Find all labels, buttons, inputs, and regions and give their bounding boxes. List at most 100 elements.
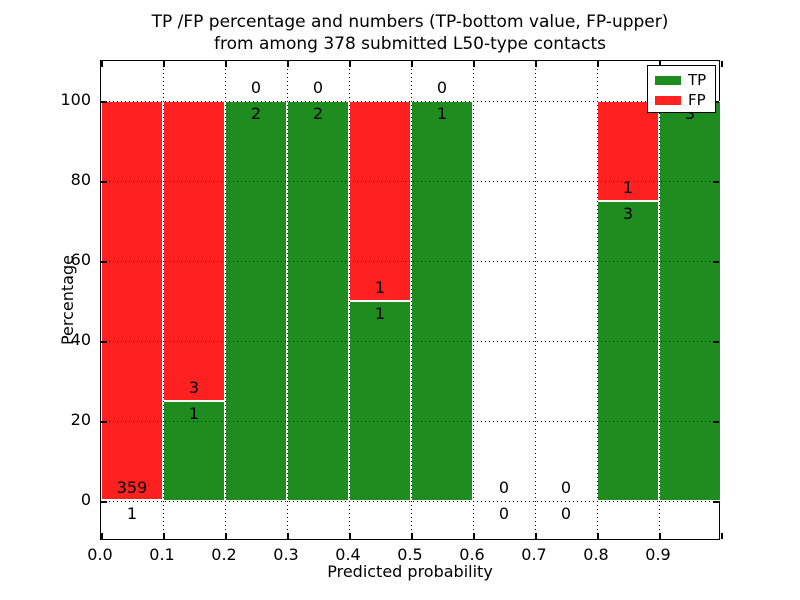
tp-count-label: 1 (374, 304, 386, 323)
legend-swatch-tp (655, 75, 681, 85)
y-tick-mark (713, 341, 719, 343)
gridline-vertical (287, 61, 288, 539)
x-tick-mark (349, 61, 351, 67)
x-tick-label: 0.2 (211, 545, 237, 564)
y-tick-mark (101, 501, 107, 503)
x-tick-mark (473, 61, 475, 67)
tp-count-label: 1 (436, 104, 448, 123)
x-axis-label: Predicted probability (327, 562, 493, 581)
gridline-horizontal (101, 501, 719, 502)
x-tick-label: 0.0 (87, 545, 113, 564)
gridline-vertical (225, 61, 226, 539)
x-tick-mark (287, 61, 289, 67)
fp-count-label: 359 (116, 478, 148, 497)
chart-title-line-1: TP /FP percentage and numbers (TP-bottom… (151, 12, 669, 32)
y-tick-mark (101, 261, 107, 263)
legend-swatch-fp (655, 95, 681, 105)
bar-segment-fp (349, 101, 411, 301)
tp-count-label: 1 (188, 404, 200, 423)
x-tick-label: 0.8 (583, 545, 609, 564)
x-tick-mark (659, 533, 661, 539)
x-tick-label: 0.7 (521, 545, 547, 564)
fp-count-label: 0 (436, 78, 448, 97)
y-tick-label: 40 (70, 330, 91, 349)
tp-count-label: 3 (684, 104, 696, 123)
y-tick-mark (713, 101, 719, 103)
tp-count-label: 2 (312, 104, 324, 123)
gridline-vertical (659, 61, 660, 539)
bar-segment-tp (411, 101, 473, 501)
y-tick-label: 60 (70, 250, 91, 269)
y-tick-mark (101, 421, 107, 423)
gridline-horizontal (101, 261, 719, 262)
y-tick-mark (713, 501, 719, 503)
tp-count-label: 0 (560, 504, 572, 523)
fp-count-label: 3 (188, 378, 200, 397)
x-tick-mark (411, 61, 413, 67)
y-tick-label: 100 (60, 90, 91, 109)
chart-title: TP /FP percentage and numbers (TP-bottom… (100, 11, 720, 55)
gridline-vertical (535, 61, 536, 539)
gridline-vertical (473, 61, 474, 539)
bar-segment-tp (349, 301, 411, 501)
plot-area: TP FP 3591310202110100001303 (100, 60, 723, 540)
bar-segment-fp (101, 101, 163, 500)
fp-count-label: 0 (312, 78, 324, 97)
chart-title-line-2: from among 378 submitted L50-type contac… (214, 34, 606, 54)
legend-label-tp: TP (688, 71, 707, 89)
fp-count-label: 0 (250, 78, 262, 97)
y-tick-mark (101, 101, 107, 103)
gridline-horizontal (101, 181, 719, 182)
x-tick-mark (225, 533, 227, 539)
x-tick-label: 0.3 (273, 545, 299, 564)
x-tick-mark (597, 533, 599, 539)
y-tick-label: 0 (80, 490, 91, 509)
fp-count-label: 0 (560, 478, 572, 497)
y-axis-label: Percentage (58, 255, 77, 346)
x-tick-label: 0.9 (645, 545, 671, 564)
y-tick-mark (101, 341, 107, 343)
legend: TP FP (647, 65, 716, 113)
tp-count-label: 0 (498, 504, 510, 523)
x-tick-mark (163, 61, 165, 67)
tp-count-label: 3 (622, 204, 634, 223)
y-tick-mark (713, 421, 719, 423)
bar-segment-fp (163, 101, 225, 401)
gridline-horizontal (101, 421, 719, 422)
x-tick-label: 0.6 (459, 545, 485, 564)
gridline-vertical (163, 61, 164, 539)
x-tick-mark (473, 533, 475, 539)
x-tick-mark (225, 61, 227, 67)
x-tick-mark (101, 61, 103, 67)
y-tick-label: 20 (70, 410, 91, 429)
x-tick-mark (287, 533, 289, 539)
bar-segment-tp (659, 101, 721, 501)
legend-entry-tp: TP (655, 70, 715, 90)
x-tick-mark (411, 533, 413, 539)
x-tick-mark (349, 533, 351, 539)
gridline-vertical (597, 61, 598, 539)
x-tick-mark (163, 533, 165, 539)
x-tick-mark (535, 61, 537, 67)
gridline-vertical (349, 61, 350, 539)
x-tick-mark (535, 533, 537, 539)
tp-count-label: 1 (126, 504, 138, 523)
legend-label-fp: FP (688, 91, 706, 109)
y-tick-mark (713, 181, 719, 183)
bar-segment-tp (225, 101, 287, 501)
y-tick-mark (101, 181, 107, 183)
gridline-horizontal (101, 341, 719, 342)
fp-count-label: 0 (498, 478, 510, 497)
bar-segment-tp (597, 201, 659, 501)
x-tick-label: 0.5 (397, 545, 423, 564)
tp-count-label: 2 (250, 104, 262, 123)
y-tick-mark (713, 261, 719, 263)
bar-segment-tp (163, 401, 225, 501)
x-tick-mark (721, 533, 723, 539)
x-tick-label: 0.1 (149, 545, 175, 564)
x-tick-label: 0.4 (335, 545, 361, 564)
x-tick-mark (101, 533, 103, 539)
gridline-horizontal (101, 101, 719, 102)
x-tick-mark (659, 61, 661, 67)
